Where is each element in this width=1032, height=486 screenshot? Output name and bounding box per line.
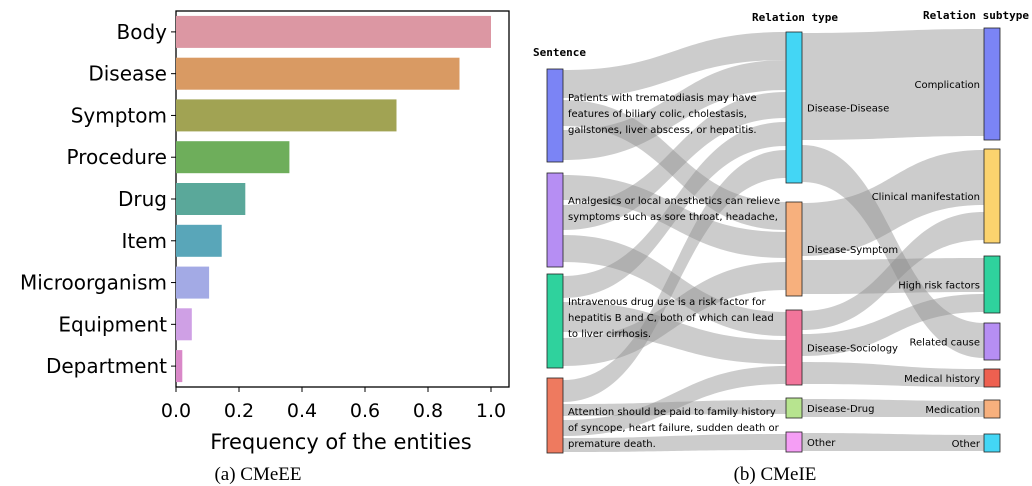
relation-type-node-disease-symptom xyxy=(785,201,803,297)
y-tick-label: Disease xyxy=(88,62,167,86)
y-tick-label: Drug xyxy=(118,187,167,211)
bar-department xyxy=(176,350,183,383)
link-t5-u7 xyxy=(802,433,984,451)
y-tick-label: Procedure xyxy=(67,145,168,169)
caption-b: (b) CMeIE xyxy=(734,464,817,485)
column-title-relation-subtype: Relation subtype xyxy=(923,9,1029,22)
link-t3-u2 xyxy=(802,212,984,330)
relation-subtype-label: Clinical manifestation xyxy=(872,192,980,203)
link-t1-u4 xyxy=(802,145,984,358)
link-s2-t1 xyxy=(563,92,786,230)
y-tick-label: Department xyxy=(46,354,167,378)
relation-type-node-disease-disease xyxy=(785,31,803,184)
relation-subtype-node-clinical-manifestation xyxy=(983,148,1001,244)
sentence-text-line: hepatitis B and C, both of which can lea… xyxy=(568,313,774,324)
sentence-node-2 xyxy=(546,172,564,268)
relation-subtype-label: Complication xyxy=(914,80,980,91)
link-s4-t3 xyxy=(563,366,786,436)
sentence-text-line: features of biliary colic, cholestasis, xyxy=(568,109,747,120)
link-s2-t3 xyxy=(563,235,786,336)
relation-subtype-label: High risk factors xyxy=(898,281,980,292)
link-s3-t1 xyxy=(563,122,786,298)
x-tick-label: 1.0 xyxy=(476,400,506,422)
bar-equipment xyxy=(176,308,192,341)
link-t2-u3 xyxy=(802,258,984,294)
relation-subtype-node-complication xyxy=(983,27,1001,141)
relation-type-label: Disease-Symptom xyxy=(807,245,898,256)
relation-subtype-node-medical-history xyxy=(983,368,1001,388)
x-axis-label: Frequency of the entities xyxy=(210,430,471,454)
relation-subtype-label: Other xyxy=(952,439,981,450)
relation-type-node-other xyxy=(785,431,803,453)
y-tick-label: Symptom xyxy=(71,103,167,127)
x-tick-label: 0.2 xyxy=(224,400,254,422)
link-s1-t2 xyxy=(563,100,786,230)
sentence-text-line: of syncope, heart failure, sudden death … xyxy=(568,423,780,434)
link-s2-t2 xyxy=(563,175,786,258)
relation-type-node-disease-sociology xyxy=(785,309,803,386)
bar-body xyxy=(176,15,491,48)
relation-subtype-label: Related cause xyxy=(910,338,980,349)
link-s1-t1 xyxy=(563,32,786,98)
column-title-relation-type: Relation type xyxy=(752,11,838,24)
sentence-text-line: symptoms such as sore throat, headache, xyxy=(568,212,778,223)
link-s4-t1 xyxy=(563,150,786,402)
link-s4-t5 xyxy=(563,434,786,452)
bar-drug xyxy=(176,183,246,215)
caption-a: (a) CMeEE xyxy=(214,464,301,485)
link-t1-u1 xyxy=(802,29,984,140)
sentence-text-line: premature death. xyxy=(568,439,656,450)
x-tick-label: 0.6 xyxy=(350,400,380,422)
sentence-text-line: Attention should be paid to family histo… xyxy=(568,407,776,418)
relation-subtype-label: Medical history xyxy=(904,374,980,385)
relation-type-node-disease-drug xyxy=(785,397,803,419)
relation-subtype-node-high-risk-factors xyxy=(983,255,1001,314)
link-t2-u2 xyxy=(802,150,984,256)
relation-type-label: Other xyxy=(807,438,836,449)
link-t3-u5 xyxy=(802,362,984,387)
bar-disease xyxy=(176,57,460,90)
sentence-text-line: to liver cirrhosis. xyxy=(568,329,651,340)
sentence-text-line: Patients with trematodiasis may have xyxy=(568,93,757,104)
relation-subtype-label: Medication xyxy=(925,405,980,416)
column-title-sentence: Sentence xyxy=(533,46,586,59)
x-tick-label: 0.8 xyxy=(413,400,443,422)
bar-item xyxy=(176,224,222,257)
y-tick-label: Microorganism xyxy=(20,271,167,295)
bar-symptom xyxy=(176,99,397,132)
sentence-node-4 xyxy=(546,377,564,454)
relation-subtype-node-other xyxy=(983,433,1001,453)
cmeie-sankey-diagram: Patients with trematodiasis may have feat… xyxy=(533,9,1029,454)
y-tick-label: Equipment xyxy=(58,312,167,336)
bar-procedure xyxy=(176,141,290,174)
link-s3-t2 xyxy=(563,262,786,366)
relation-subtype-node-medication xyxy=(983,399,1001,419)
x-tick-label: 0.0 xyxy=(161,400,191,422)
relation-type-label: Disease-Drug xyxy=(807,404,874,415)
link-t3-u3 xyxy=(802,294,984,356)
link-s1-t1 xyxy=(563,60,786,160)
link-s4-t4 xyxy=(563,400,786,416)
y-tick-label: Body xyxy=(117,20,168,44)
sentence-node-3 xyxy=(546,273,564,369)
x-tick-label: 0.4 xyxy=(287,400,317,422)
sentence-text-line: Intravenous drug use is a risk factor fo… xyxy=(568,297,767,308)
bar-microorganism xyxy=(176,266,210,299)
sentence-node-1 xyxy=(546,68,564,163)
relation-type-label: Disease-Sociology xyxy=(807,344,898,355)
y-tick-label: Item xyxy=(121,229,167,253)
link-s3-t3 xyxy=(563,302,786,364)
relation-subtype-node-related-cause xyxy=(983,322,1001,361)
sentence-text-line: gallstones, liver abscess, or hepatitis. xyxy=(568,125,757,136)
sentence-text-line: Analgesics or local anesthetics can reli… xyxy=(568,196,780,207)
cmeee-bar-chart: Body Disease Symptom Procedure Drug Item Micro… xyxy=(20,10,510,454)
relation-type-label: Disease-Disease xyxy=(807,104,889,115)
link-t4-u6 xyxy=(802,399,984,417)
